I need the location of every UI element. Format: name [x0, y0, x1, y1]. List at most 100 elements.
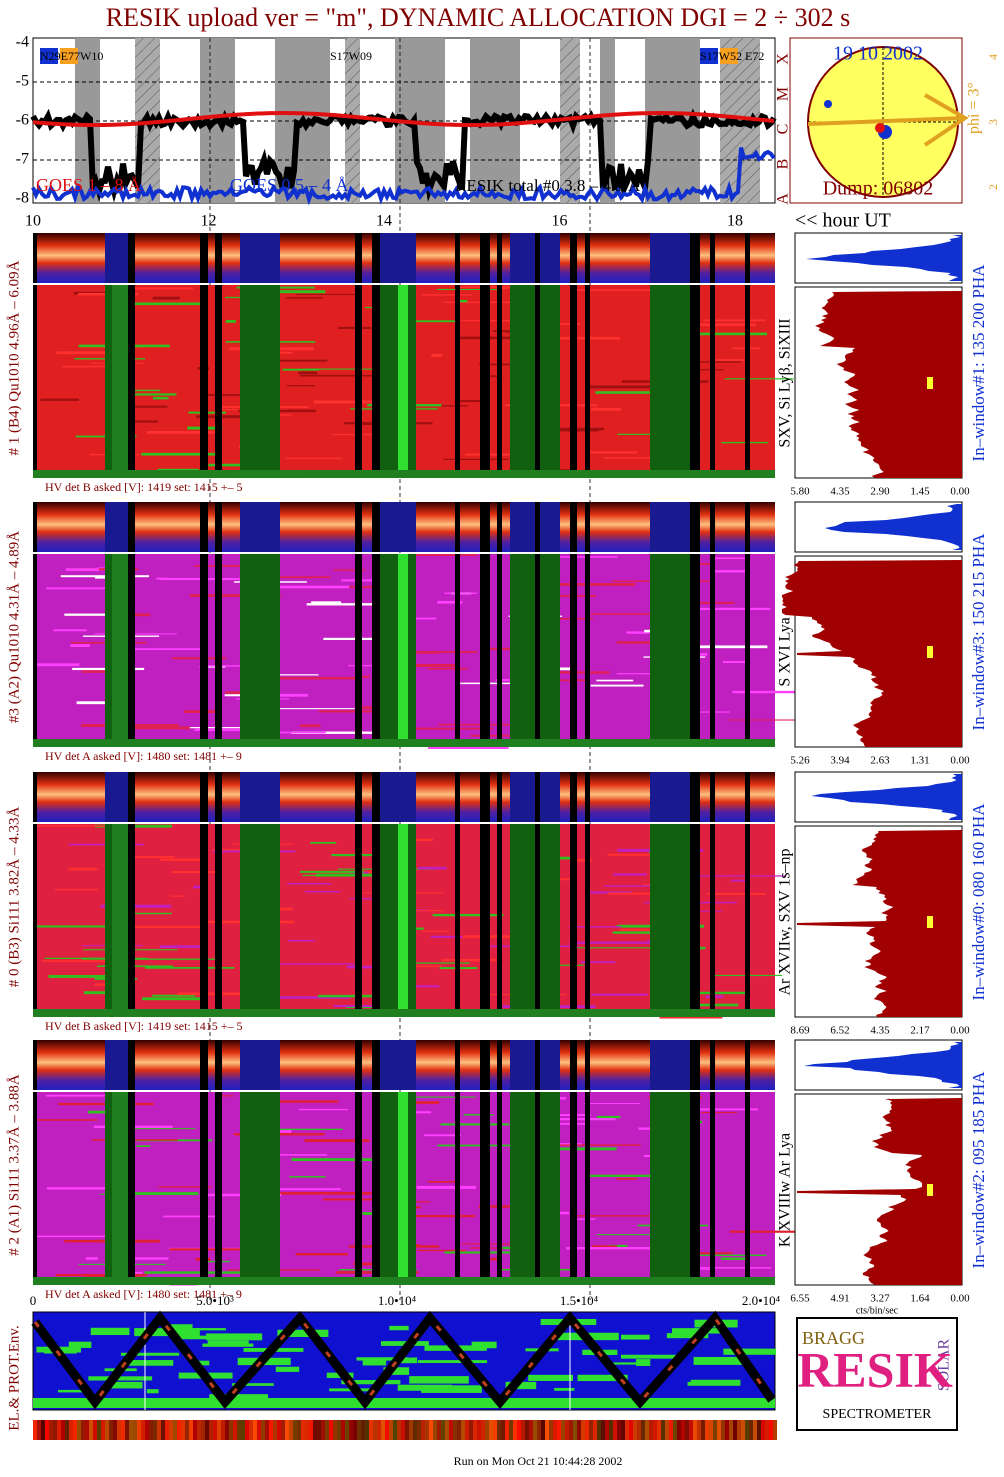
x-tick-label: 1.0•10⁴: [378, 1293, 417, 1308]
spectrogram-streak: [436, 288, 501, 291]
env-strip-cell: [221, 1420, 225, 1440]
strip-segment: [510, 772, 535, 822]
strip-segment: [398, 1040, 408, 1090]
env-strip-cell: [385, 1420, 389, 1440]
env-strip-cell: [761, 1420, 765, 1440]
sun-spot: [824, 100, 832, 108]
spectrogram-streak: [430, 935, 464, 938]
env-blob: [687, 1381, 741, 1386]
spectrogram-streak: [289, 1176, 326, 1178]
env-strip-cell: [437, 1420, 441, 1440]
spectrogram-segment: [200, 554, 208, 747]
env-strip-cell: [709, 1420, 713, 1440]
env-strip-cell: [169, 1420, 173, 1440]
env-strip-cell: [213, 1420, 217, 1440]
env-strip-cell: [345, 1420, 349, 1440]
spectrogram-streak: [549, 671, 610, 674]
env-blob: [275, 1366, 300, 1372]
strip-segment: [650, 233, 690, 283]
spectrogram-streak: [437, 600, 463, 604]
hv-text: HV det A asked [V]: 1480 set: 1481 +– 9: [45, 749, 242, 763]
spectrogram-streak: [333, 569, 366, 571]
env-blob: [723, 1348, 777, 1355]
env-strip-cell: [377, 1420, 381, 1440]
env-blob: [120, 1352, 180, 1356]
env-strip-cell: [497, 1420, 501, 1440]
env-blob: [202, 1343, 254, 1347]
spectrogram-streak: [81, 670, 124, 673]
env-strip-cell: [325, 1420, 329, 1440]
spectrogram-streak: [70, 644, 90, 647]
spectrogram-segment: [510, 554, 535, 747]
region-marker: [720, 48, 738, 64]
spectrogram-streak: [60, 575, 150, 578]
env-strip-cell: [417, 1420, 421, 1440]
env-strip-cell: [333, 1420, 337, 1440]
env-strip-cell: [609, 1420, 613, 1440]
strip-segment: [710, 772, 715, 822]
spectrogram-segment: [745, 285, 750, 478]
spectrogram-streak: [269, 414, 292, 416]
spectrogram-segment: [570, 285, 577, 478]
env-strip-cell: [45, 1420, 49, 1440]
spectrogram-segment: [372, 554, 380, 747]
logo-word: RESIK: [797, 1341, 953, 1397]
spectrogram-streak: [220, 1095, 234, 1097]
spectrogram-streak: [159, 945, 206, 949]
spectrogram-streak: [313, 400, 384, 404]
x-tick-label: 14: [376, 213, 392, 230]
class-label: B: [775, 159, 792, 170]
spectrogram-streak: [112, 925, 207, 928]
spectrogram-streak: [76, 701, 105, 705]
env-strip-cell: [329, 1420, 333, 1440]
footer: Run on Mon Oct 21 10:44:28 2002: [454, 1454, 623, 1468]
strip-segment: [710, 233, 715, 283]
hist-tick: 1.31: [910, 755, 929, 767]
detector-label: # 1 (B4) Qu1010 4.96Å – 6.09Å: [6, 260, 22, 455]
strip-segment: [33, 502, 37, 552]
env-strip-cell: [273, 1420, 277, 1440]
x-tick-label: 2.0•10⁴: [742, 1293, 781, 1308]
spectrogram-streak: [416, 1185, 477, 1189]
spectrogram-segment: [710, 1092, 715, 1285]
strip-segment: [585, 233, 590, 283]
spectrogram-segment: [33, 1092, 37, 1285]
spectrogram-streak: [158, 1186, 212, 1188]
spectrogram-segment: [710, 285, 715, 478]
strip-segment: [408, 233, 416, 283]
env-strip-cell: [745, 1420, 749, 1440]
spectrogram-streak: [36, 1119, 98, 1121]
spectrogram-streak: [169, 1248, 257, 1251]
env-strip-cell: [161, 1420, 165, 1440]
spectrogram-segment: [510, 1092, 535, 1285]
strip-segment: [480, 1040, 490, 1090]
spectrogram-streak: [295, 1253, 349, 1256]
y-tick-label: -4: [16, 34, 29, 51]
spectrogram-streak: [136, 1145, 151, 1147]
spectrogram-streak: [300, 724, 321, 728]
env-strip-cell: [337, 1420, 341, 1440]
env-strip-cell: [765, 1420, 769, 1440]
env-strip-cell: [749, 1420, 753, 1440]
spectrogram-streak: [569, 941, 653, 944]
env-blob: [666, 1333, 709, 1339]
pha-profile: [806, 235, 962, 281]
spectrogram-segment: [128, 824, 135, 1017]
env-strip-cell: [245, 1420, 249, 1440]
hist-tick: 2.90: [870, 486, 890, 498]
spectrogram-segment: [408, 1092, 416, 1285]
strip-segment: [240, 1040, 280, 1090]
class-label: A: [775, 193, 792, 205]
env-strip-cell: [281, 1420, 285, 1440]
hist-tick: 4.91: [830, 1293, 849, 1305]
strip-segment: [710, 502, 715, 552]
spectrogram-streak: [607, 892, 676, 895]
env-blob: [528, 1374, 574, 1381]
spectrogram-segment: [745, 824, 750, 1017]
strip-segment: [372, 772, 380, 822]
spectrogram-streak: [703, 319, 766, 322]
spectrogram-streak: [668, 361, 741, 363]
spectrogram-streak: [291, 1158, 375, 1162]
pha-profile: [811, 774, 962, 820]
strip-segment: [480, 772, 490, 822]
